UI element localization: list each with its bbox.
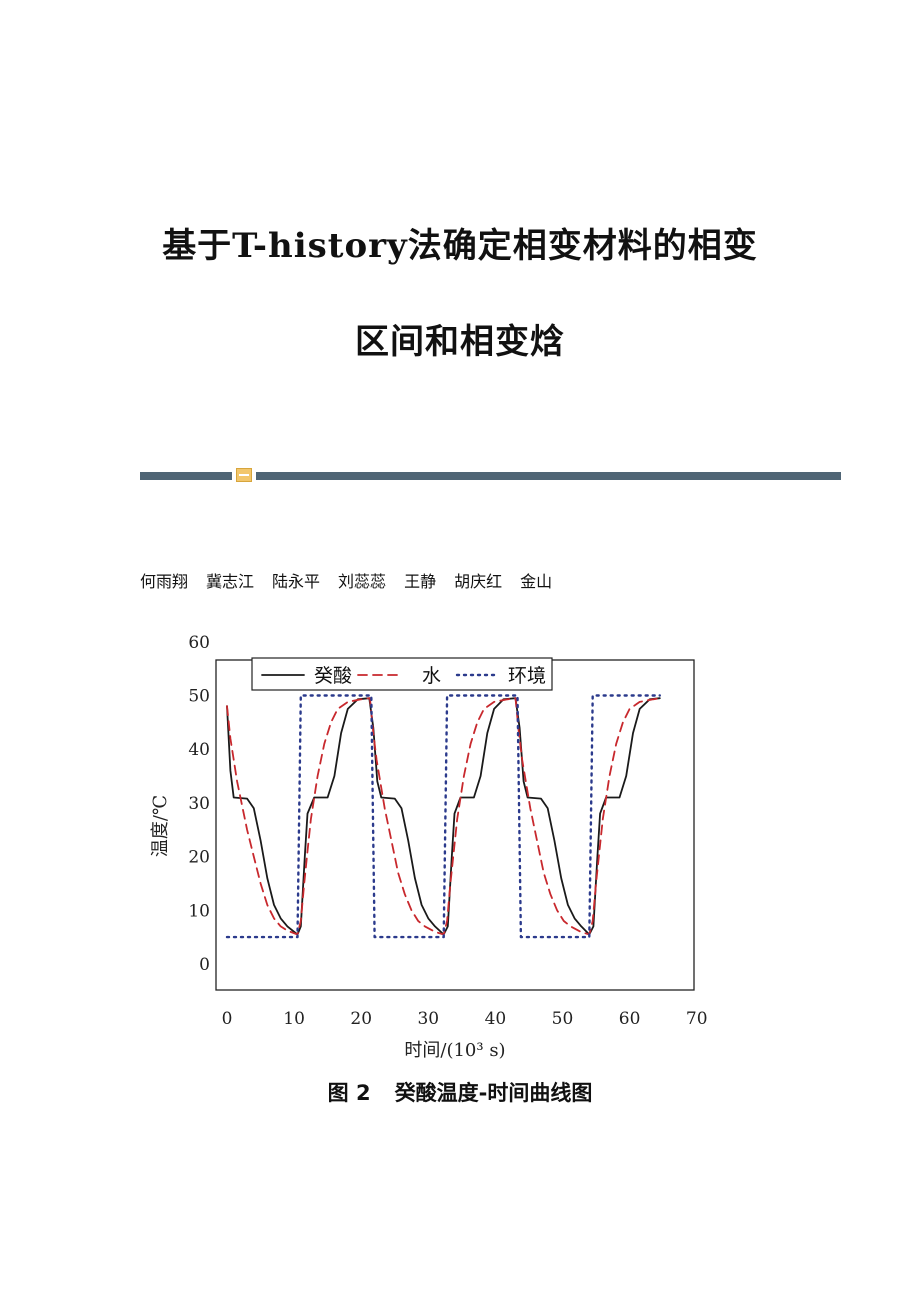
y-tick-label: 40 [188,740,210,760]
x-tick-label: 50 [552,1009,574,1029]
author: 金山 [520,572,553,591]
legend-label: 水 [422,665,441,687]
series-line-dotted [225,694,661,939]
paper-title-line-2: 区间和相变焓 [355,322,565,362]
y-axis-label: 温度/℃ [150,795,171,857]
y-tick-label: 50 [188,687,210,707]
figure-caption-text: 癸酸温度-时间曲线图 [394,1081,593,1105]
figure-caption: 图 2 癸酸温度-时间曲线图 [0,1077,920,1107]
x-tick-label: 40 [485,1009,507,1029]
x-tick-label: 20 [350,1009,372,1029]
x-tick-label: 60 [619,1009,641,1029]
author: 王静 [404,572,437,591]
x-tick-label: 0 [222,1009,233,1029]
temperature-time-chart: 0 10 20 30 40 50 60 0 10 20 30 40 50 60 70 癸酸 水 环境 时间/(1… [150,633,708,1061]
series-line-dashed [226,697,661,936]
author: 刘蕊蕊 [338,572,387,591]
figure-number: 图 2 [327,1081,371,1105]
y-tick-label: 30 [188,794,210,814]
paper-title-line-1: 基于T-history法确定相变材料的相变 [162,226,758,266]
plot-frame [215,659,695,991]
divider-left [140,472,232,480]
author: 胡庆红 [454,572,503,591]
author: 陆永平 [272,572,321,591]
x-tick-label: 30 [417,1009,439,1029]
y-tick-label: 10 [188,901,210,921]
legend-label: 癸酸 [314,665,352,687]
legend-box [251,657,553,691]
author-list: 何雨翔 冀志江 陆永平 刘蕊蕊 王静 胡庆红 金山 [140,568,552,592]
series-line-solid [226,697,661,936]
author: 何雨翔 [140,572,189,591]
y-tick-label: 20 [188,848,210,868]
y-tick-label: 0 [199,955,210,975]
y-tick-label: 60 [188,633,210,653]
author: 冀志江 [206,572,255,591]
x-tick-label: 70 [686,1009,708,1029]
x-axis-label: 时间/(10³ s) [404,1040,505,1061]
legend-label: 环境 [508,665,546,687]
x-tick-label: 10 [283,1009,305,1029]
divider-ornament-icon [236,468,252,482]
divider-right [256,472,841,480]
